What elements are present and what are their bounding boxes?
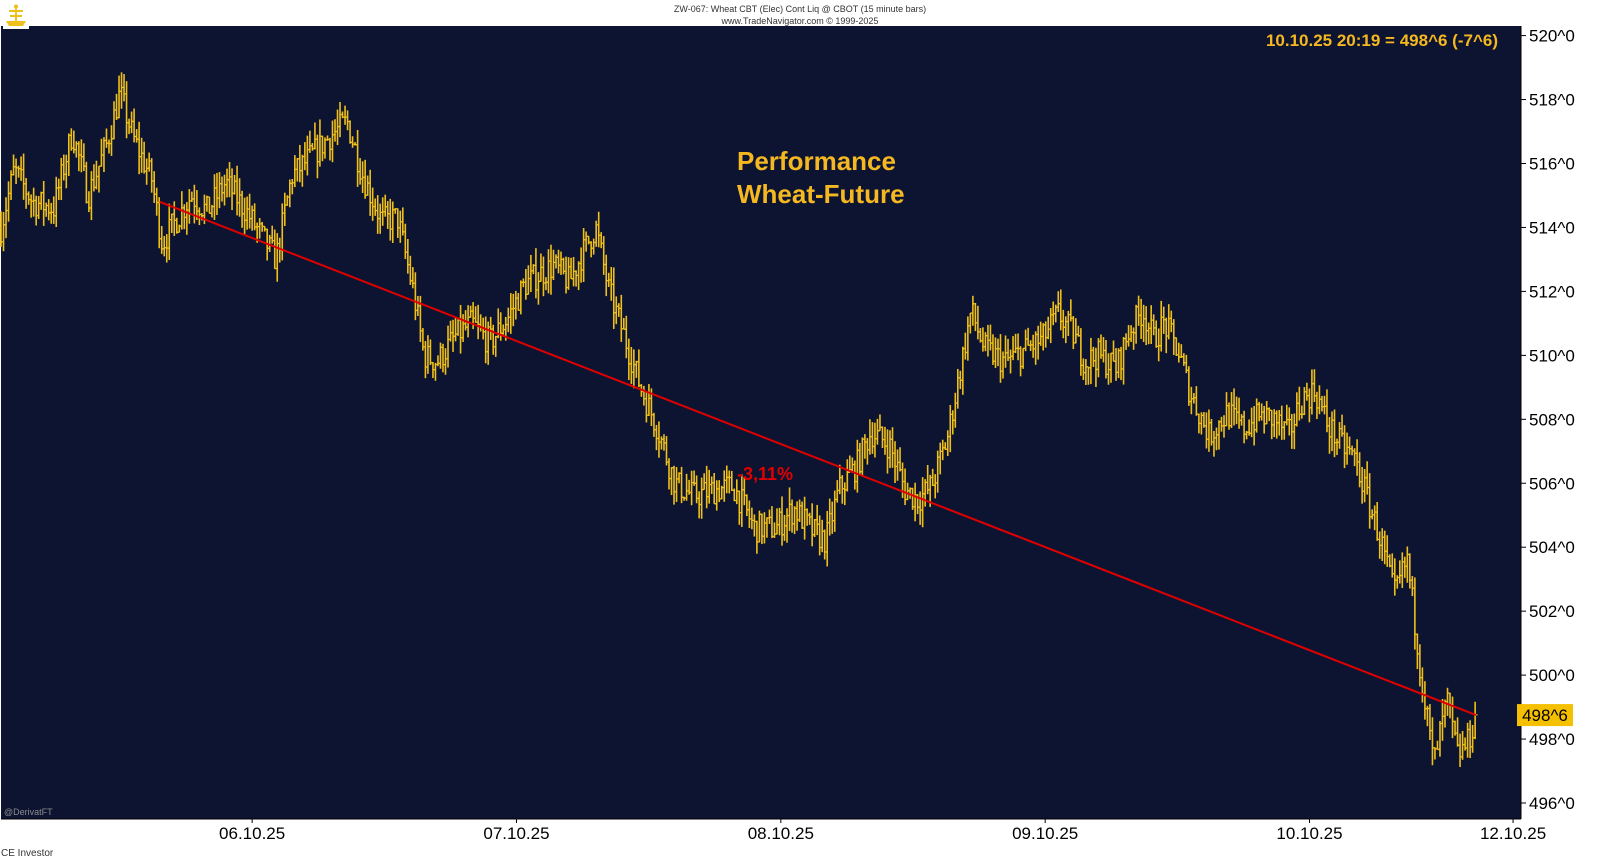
chart-header-line2: www.TradeNavigator.com © 1999-2025	[721, 16, 879, 26]
brand-footer: CE Investor	[1, 848, 54, 858]
y-tick-label: 508^0	[1529, 410, 1575, 429]
chart-title: Performance	[737, 146, 896, 176]
last-price-box	[1517, 704, 1573, 727]
performance-annotation: -3,11%	[737, 464, 793, 484]
y-tick-label: 498^0	[1529, 730, 1575, 749]
trend-line	[159, 200, 1477, 717]
y-tick-label: 502^0	[1529, 602, 1575, 621]
ohlc-bars	[0, 72, 1478, 768]
y-tick-label: 504^0	[1529, 538, 1575, 557]
y-tick-label: 516^0	[1529, 154, 1575, 173]
x-tick-label: 09.10.25	[1012, 824, 1078, 843]
y-axis: 520^0 518^0 516^0 514^0 512^0 510^0 508^0 506^0…	[1520, 26, 1575, 819]
y-tick-label: 506^0	[1529, 474, 1575, 493]
chart-subtitle: Wheat-Future	[737, 179, 905, 209]
y-tick-label: 496^0	[1529, 794, 1575, 813]
y-tick-label: 512^0	[1529, 282, 1575, 301]
x-tick-label: 12.10.25	[1480, 824, 1546, 843]
y-tick-label: 500^0	[1529, 666, 1575, 685]
y-tick-label: 510^0	[1529, 346, 1575, 365]
x-tick-label: 08.10.25	[748, 824, 814, 843]
x-tick-label: 10.10.25	[1276, 824, 1342, 843]
chart-header-line1: ZW-067: Wheat CBT (Elec) Cont Liq @ CBOT…	[674, 4, 926, 14]
last-price-label: 498^6	[1522, 706, 1568, 725]
y-tick-label: 520^0	[1529, 27, 1575, 46]
y-tick-label: 514^0	[1529, 218, 1575, 237]
x-axis: 06.10.25 07.10.25 08.10.25 09.10.25 10.10.25…	[1, 818, 1546, 843]
ship-logo-icon	[3, 3, 29, 29]
watermark: @DerivatFT	[4, 807, 53, 817]
x-tick-label: 06.10.25	[219, 824, 285, 843]
y-tick-label: 518^0	[1529, 91, 1575, 110]
price-marker: 498^6	[1517, 704, 1573, 727]
plot-area	[1, 26, 1521, 819]
x-tick-label: 07.10.25	[483, 824, 549, 843]
last-quote: 10.10.25 20:19 = 498^6 (-7^6)	[1266, 31, 1498, 50]
